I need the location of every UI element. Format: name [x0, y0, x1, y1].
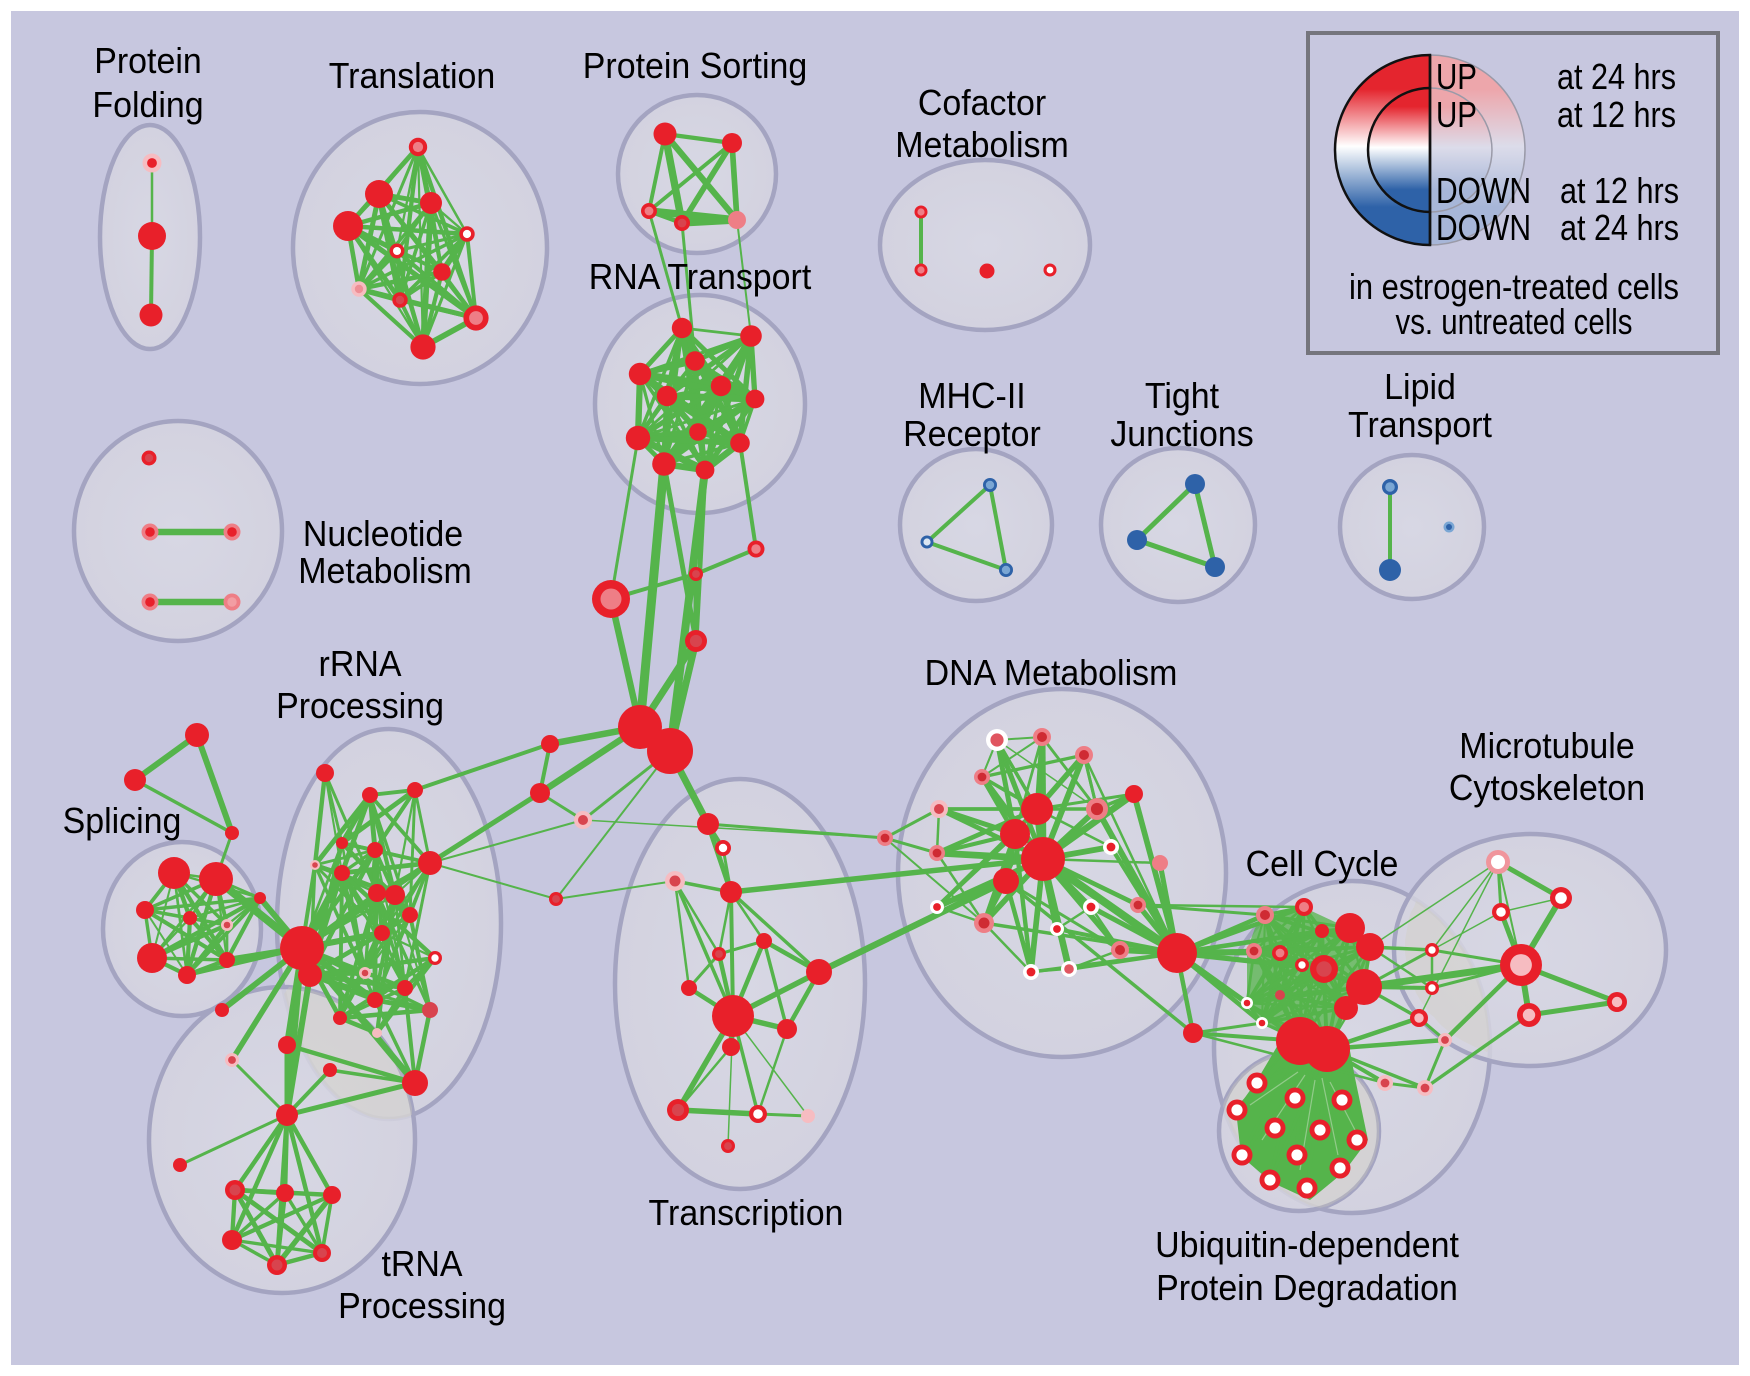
svg-text:Processing: Processing: [338, 1286, 506, 1326]
svg-text:Ubiquitin-dependent: Ubiquitin-dependent: [1155, 1225, 1459, 1265]
svg-text:Cofactor: Cofactor: [918, 83, 1047, 123]
svg-text:Lipid: Lipid: [1384, 367, 1456, 407]
svg-text:Translation: Translation: [329, 56, 496, 96]
svg-text:Processing: Processing: [276, 686, 444, 726]
svg-text:Transcription: Transcription: [649, 1193, 844, 1233]
svg-text:DNA Metabolism: DNA Metabolism: [925, 653, 1178, 693]
svg-text:Protein: Protein: [94, 41, 202, 81]
svg-text:tRNA: tRNA: [381, 1244, 463, 1284]
svg-text:at 12 hrs: at 12 hrs: [1560, 170, 1679, 211]
svg-text:Microtubule: Microtubule: [1459, 726, 1634, 766]
svg-text:in estrogen-treated cells: in estrogen-treated cells: [1349, 266, 1679, 307]
svg-text:Splicing: Splicing: [63, 801, 182, 841]
svg-text:UP: UP: [1436, 94, 1477, 135]
svg-text:Transport: Transport: [1348, 405, 1492, 445]
svg-text:DOWN: DOWN: [1436, 170, 1531, 211]
svg-text:Junctions: Junctions: [1110, 414, 1253, 454]
svg-text:DOWN: DOWN: [1436, 207, 1531, 248]
svg-text:Protein Sorting: Protein Sorting: [583, 46, 807, 86]
svg-text:Metabolism: Metabolism: [298, 551, 472, 591]
svg-text:Protein Degradation: Protein Degradation: [1156, 1268, 1458, 1308]
svg-text:Tight: Tight: [1145, 376, 1219, 416]
svg-text:vs. untreated cells: vs. untreated cells: [1396, 301, 1633, 342]
svg-text:at 12 hrs: at 12 hrs: [1557, 94, 1676, 135]
svg-text:RNA Transport: RNA Transport: [589, 257, 812, 297]
svg-text:Receptor: Receptor: [903, 414, 1041, 454]
svg-text:rRNA: rRNA: [319, 644, 402, 684]
svg-text:UP: UP: [1436, 56, 1477, 97]
svg-text:Cell Cycle: Cell Cycle: [1246, 844, 1399, 884]
svg-text:Metabolism: Metabolism: [895, 125, 1069, 165]
svg-text:at 24 hrs: at 24 hrs: [1560, 207, 1679, 248]
svg-text:Cytoskeleton: Cytoskeleton: [1449, 768, 1645, 808]
svg-text:Folding: Folding: [92, 85, 203, 125]
svg-text:Nucleotide: Nucleotide: [303, 514, 463, 554]
svg-text:MHC-II: MHC-II: [918, 376, 1025, 416]
svg-text:at 24 hrs: at 24 hrs: [1557, 56, 1676, 97]
